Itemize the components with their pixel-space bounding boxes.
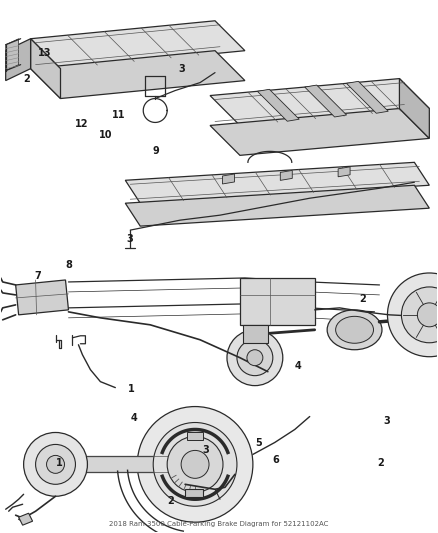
Text: 2: 2 <box>168 496 174 506</box>
Polygon shape <box>338 167 350 177</box>
Circle shape <box>227 330 283 385</box>
Circle shape <box>137 407 253 522</box>
Polygon shape <box>16 280 68 315</box>
Text: 3: 3 <box>384 416 390 425</box>
Text: 3: 3 <box>126 234 133 244</box>
Circle shape <box>181 450 209 478</box>
Polygon shape <box>31 21 245 69</box>
Polygon shape <box>258 90 299 121</box>
Text: 10: 10 <box>99 130 112 140</box>
Circle shape <box>237 340 273 376</box>
Polygon shape <box>125 185 429 226</box>
Text: 2: 2 <box>377 458 384 468</box>
Text: 8: 8 <box>65 261 72 270</box>
Polygon shape <box>19 513 32 525</box>
Text: 7: 7 <box>35 271 41 281</box>
Polygon shape <box>6 39 19 71</box>
Polygon shape <box>210 78 429 125</box>
Polygon shape <box>210 109 429 155</box>
Polygon shape <box>31 51 245 99</box>
Text: 2018 Ram 3500 Cable-Parking Brake Diagram for 52121102AC: 2018 Ram 3500 Cable-Parking Brake Diagra… <box>110 521 328 527</box>
Text: 2: 2 <box>24 75 30 84</box>
Circle shape <box>401 287 438 343</box>
Polygon shape <box>223 174 234 184</box>
Text: 1: 1 <box>128 384 135 394</box>
Circle shape <box>167 437 223 492</box>
Bar <box>60 456 187 472</box>
Polygon shape <box>305 85 346 117</box>
Circle shape <box>153 423 237 506</box>
Polygon shape <box>6 39 31 80</box>
Circle shape <box>417 303 438 327</box>
Text: 12: 12 <box>75 119 88 129</box>
Text: 9: 9 <box>152 146 159 156</box>
Text: 1: 1 <box>56 458 63 468</box>
Polygon shape <box>31 39 60 99</box>
Bar <box>243 325 268 343</box>
Text: 4: 4 <box>131 413 137 423</box>
Polygon shape <box>125 163 429 203</box>
Circle shape <box>24 432 88 496</box>
Polygon shape <box>399 78 429 139</box>
Text: 3: 3 <box>202 445 209 455</box>
Text: 5: 5 <box>255 438 261 448</box>
Text: 6: 6 <box>272 455 279 465</box>
Bar <box>185 489 203 497</box>
Circle shape <box>35 445 75 484</box>
Polygon shape <box>346 82 388 113</box>
Circle shape <box>388 273 438 357</box>
Text: 2: 2 <box>360 294 367 304</box>
Text: 13: 13 <box>38 48 51 58</box>
Circle shape <box>46 455 64 473</box>
Circle shape <box>247 350 263 366</box>
Ellipse shape <box>336 317 374 343</box>
Text: 11: 11 <box>112 110 125 120</box>
Text: 4: 4 <box>294 361 301 372</box>
Bar <box>187 432 203 440</box>
Polygon shape <box>280 171 292 180</box>
Polygon shape <box>240 278 314 325</box>
Text: 3: 3 <box>179 64 185 74</box>
Ellipse shape <box>327 310 382 350</box>
